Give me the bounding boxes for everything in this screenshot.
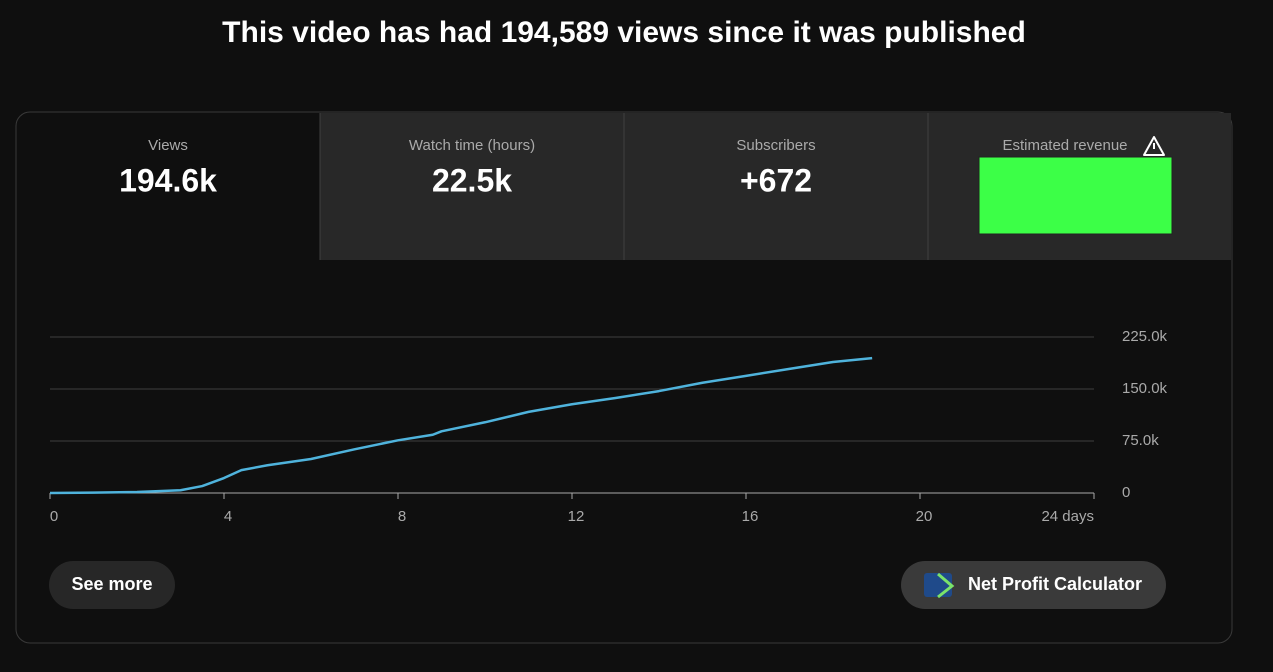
y-tick-label: 75.0k (1122, 432, 1159, 449)
x-tick-label: 12 (568, 508, 585, 525)
redaction (978, 156, 1173, 235)
warning-icon (1143, 136, 1165, 156)
y-tick-label: 225.0k (1122, 328, 1168, 345)
button-label: See more (71, 574, 152, 594)
page-title: This video has had 194,589 views since i… (222, 16, 1026, 49)
tab-value: +672 (740, 162, 812, 198)
x-tick-label: 24 days (1041, 508, 1094, 525)
x-tick-label: 16 (742, 508, 759, 525)
tab-label: Estimated revenue (1002, 137, 1127, 154)
tab-value: 194.6k (119, 162, 217, 198)
see-more-button[interactable]: See more (49, 561, 175, 609)
tab[interactable]: Estimated revenue (978, 136, 1173, 235)
button-icon (924, 573, 952, 597)
tab[interactable]: Watch time (hours) 22.5k (409, 137, 535, 198)
x-tick-label: 20 (916, 508, 933, 525)
x-tick-label: 8 (398, 508, 406, 525)
tab-label: Subscribers (736, 137, 815, 154)
calculator-button[interactable]: Net Profit Calculator (901, 561, 1166, 609)
chart: 0 75.0k 150.0k 225.0k 0 4 8 12 16 20 24 days (49, 328, 1168, 525)
tab-label: Watch time (hours) (409, 137, 535, 154)
y-tick-label: 150.0k (1122, 380, 1168, 397)
tab-label: Views (148, 137, 188, 154)
x-tick-label: 4 (224, 508, 232, 525)
tab[interactable]: Views 194.6k (119, 137, 217, 198)
y-tick-label: 0 (1122, 484, 1130, 501)
views-line (49, 356, 873, 495)
button-bg (49, 561, 175, 609)
button-bg (901, 561, 1166, 609)
button-icon (937, 572, 955, 599)
button-label: Net Profit Calculator (968, 574, 1142, 594)
tab-value: 22.5k (432, 162, 512, 198)
tab[interactable]: Subscribers +672 (736, 137, 815, 198)
x-tick-label: 0 (50, 508, 58, 525)
